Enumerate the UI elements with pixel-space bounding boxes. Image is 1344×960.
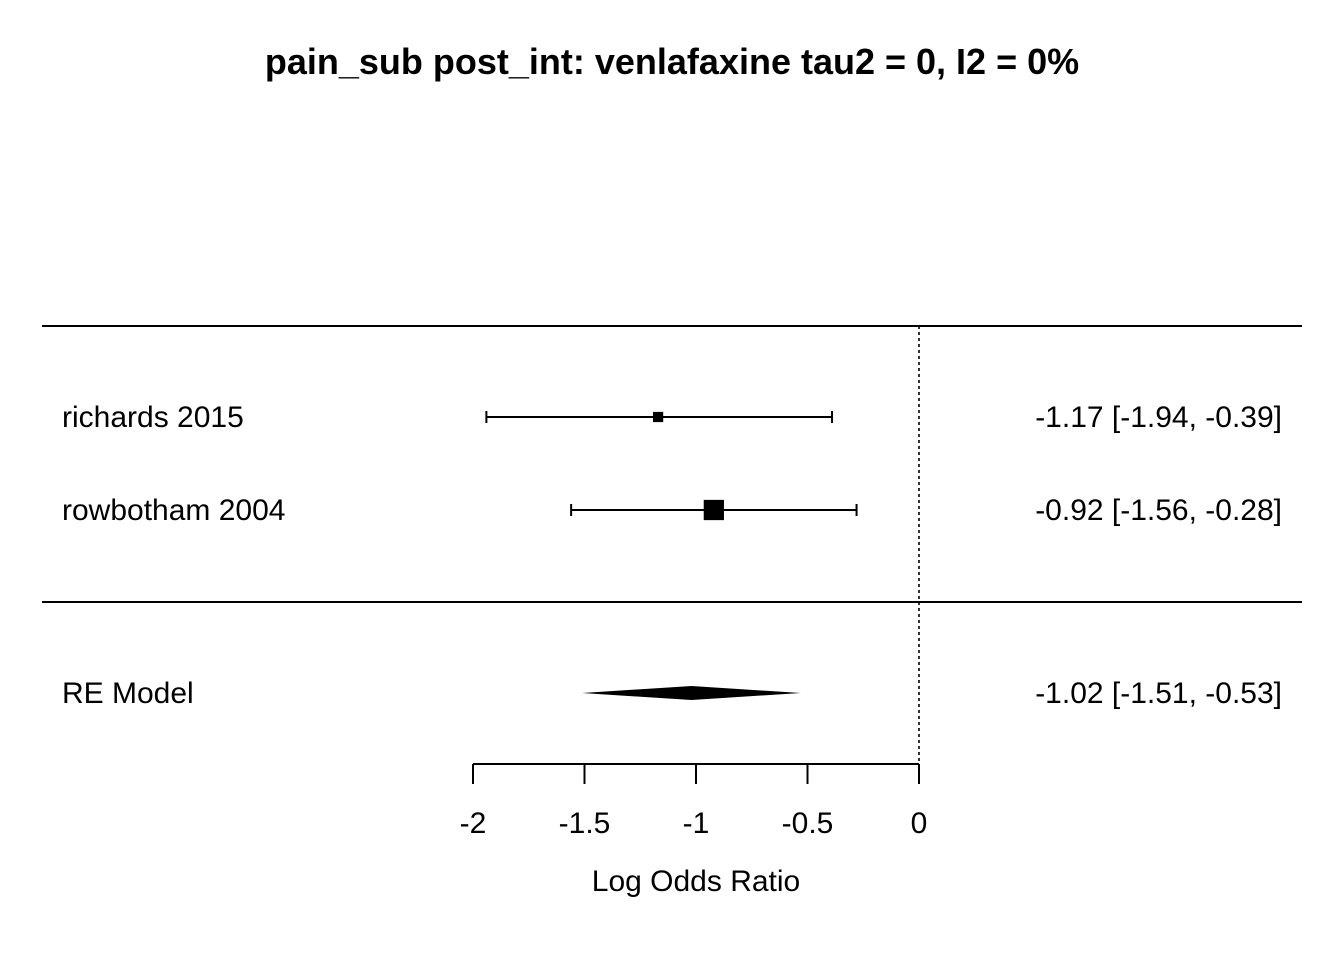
x-tick-label: 0 <box>911 807 928 840</box>
summary-annotation: -1.02 [-1.51, -0.53] <box>1035 677 1282 710</box>
x-tick-label: -2 <box>460 807 487 840</box>
x-axis-ticks: -2 -1.5 -1 -0.5 0 <box>460 764 928 840</box>
study-rows: richards 2015 -1.17 [-1.94, -0.39] rowboth… <box>62 401 1282 527</box>
study-label: rowbotham 2004 <box>62 494 285 527</box>
x-tick-label: -1 <box>683 807 710 840</box>
x-axis-label: Log Odds Ratio <box>592 865 800 898</box>
x-tick-label: -0.5 <box>782 807 834 840</box>
study-row: richards 2015 -1.17 [-1.94, -0.39] <box>62 401 1282 434</box>
summary-label: RE Model <box>62 677 194 710</box>
point-estimate-square <box>703 499 724 521</box>
x-tick-label: -1.5 <box>559 807 611 840</box>
study-annotation: -0.92 [-1.56, -0.28] <box>1035 494 1282 527</box>
study-label: richards 2015 <box>62 401 244 434</box>
summary-row: RE Model -1.02 [-1.51, -0.53] <box>62 677 1282 710</box>
chart-title: pain_sub post_int: venlafaxine tau2 = 0,… <box>265 41 1079 82</box>
summary-diamond <box>582 686 801 700</box>
study-row: rowbotham 2004 -0.92 [-1.56, -0.28] <box>62 494 1282 527</box>
study-annotation: -1.17 [-1.94, -0.39] <box>1035 401 1282 434</box>
point-estimate-square <box>652 411 664 423</box>
